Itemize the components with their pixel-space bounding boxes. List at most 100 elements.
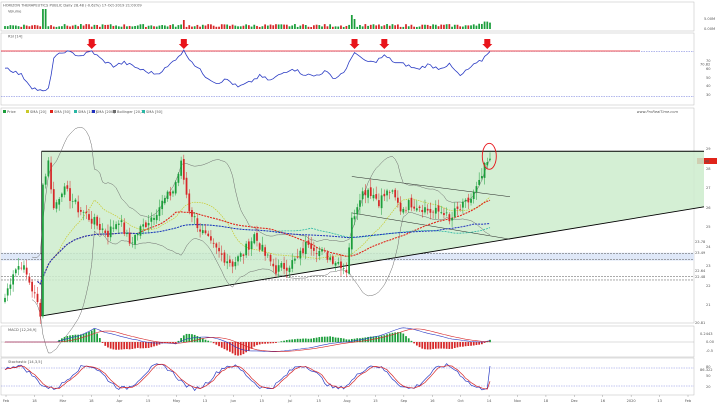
candle-body (388, 192, 391, 193)
candle-body (161, 200, 164, 210)
macd-histogram-bar (229, 342, 231, 352)
volume-bar (329, 24, 332, 29)
volume-bar (426, 24, 429, 29)
legend-item: Price (3, 110, 17, 114)
volume-bar (142, 24, 145, 29)
macd-histogram-bar (480, 342, 483, 345)
macd-histogram-bar (88, 331, 90, 343)
macd-histogram-bar (407, 338, 410, 343)
candle-body (456, 206, 459, 209)
candle-body (483, 162, 486, 178)
volume-bar (9, 25, 12, 29)
down-arrow-marker (349, 39, 360, 50)
volume-bar (331, 26, 334, 29)
macd-histogram-bar (142, 342, 145, 349)
macd-histogram-bar (329, 336, 332, 343)
volume-bar (405, 24, 407, 29)
candle-body (375, 194, 378, 199)
candle-body (326, 252, 329, 260)
down-arrow-marker (178, 39, 189, 50)
candle-body (82, 212, 85, 213)
x-tick-label: 13 (657, 399, 662, 403)
stoch-tick: 50 (706, 374, 711, 378)
macd-panel (1, 327, 694, 356)
volume-bar (342, 26, 345, 29)
candle-body (104, 230, 107, 233)
volume-bar (4, 26, 6, 29)
x-tick-label: 14 (487, 399, 492, 403)
volume-bar (285, 24, 288, 29)
rsi-panel (1, 39, 694, 97)
candle-body (63, 186, 66, 195)
candle-body (321, 249, 323, 252)
volume-tick: 5.00M (704, 17, 715, 21)
volume-bar (77, 26, 80, 29)
candle-body (220, 253, 223, 255)
volume-bar (33, 24, 36, 29)
macd-histogram-bar (359, 338, 361, 343)
volume-bar (136, 25, 139, 29)
stoch-tick: 20 (706, 385, 711, 389)
candle-body (12, 274, 15, 285)
candle-body (153, 217, 155, 220)
macd-histogram-bar (391, 332, 394, 343)
volume-bar (307, 26, 310, 29)
macd-histogram-bar (272, 342, 275, 344)
macd-histogram-bar (150, 342, 153, 348)
candle-body (261, 244, 264, 251)
candle-body (52, 189, 55, 209)
candle-body (302, 248, 304, 254)
candle-body (299, 250, 302, 259)
volume-bar (410, 24, 413, 29)
macd-histogram-bar (266, 342, 269, 344)
volume-bar (28, 26, 31, 29)
volume-bar (52, 26, 55, 29)
macd-histogram-bar (323, 336, 326, 343)
bollinger-upper (32, 127, 491, 258)
rsi-tick: 50 (706, 76, 711, 80)
volume-bar (66, 25, 69, 29)
macd-histogram-bar (353, 338, 356, 343)
volume-bar (375, 25, 378, 29)
candle-body (337, 262, 340, 264)
macd-histogram-bar (418, 342, 421, 348)
candle-body (334, 262, 337, 266)
candle-body (71, 201, 74, 202)
volume-bar (185, 26, 188, 29)
volume-bar (231, 24, 234, 29)
macd-histogram-bar (348, 339, 350, 343)
x-tick-label: Sep (400, 399, 407, 403)
macd-histogram-bar (269, 342, 272, 344)
candle-body (253, 234, 256, 244)
candle-body (250, 241, 253, 250)
volume-bar (50, 25, 52, 29)
candle-body (142, 224, 145, 227)
down-arrow-marker (379, 39, 390, 50)
x-axis: Feb 18 Mar 18 Apr 15 May 13 Jun 15 Jul 15 Aug 15 Sep 16… (3, 395, 692, 403)
candle-body (310, 243, 313, 249)
candle-body (204, 230, 207, 234)
volume-bar (378, 24, 380, 29)
volume-bar (250, 26, 253, 29)
x-tick-label: Jul (287, 399, 292, 403)
macd-histogram-bar (340, 338, 342, 343)
legend-item: SMA [20] (26, 110, 47, 114)
macd-histogram-bar (467, 342, 470, 346)
volume-bar (462, 26, 464, 29)
volume-bar (207, 24, 210, 29)
macd-histogram-bar (239, 342, 242, 356)
volume-bar (61, 26, 63, 29)
svg-text:SMA [50]: SMA [50] (54, 110, 71, 114)
price-tick: 23 (706, 264, 711, 268)
volume-bar (407, 26, 410, 29)
volume-bar (383, 25, 386, 29)
volume-bar (337, 26, 340, 29)
bollinger-lower (31, 212, 491, 354)
candle-body (383, 193, 386, 197)
candle-body (367, 189, 369, 198)
candle-body (79, 209, 82, 212)
candle-body (207, 233, 210, 236)
macd-histogram-bar (185, 333, 188, 343)
volume-bar (134, 26, 136, 29)
macd-histogram-bar (369, 336, 372, 343)
